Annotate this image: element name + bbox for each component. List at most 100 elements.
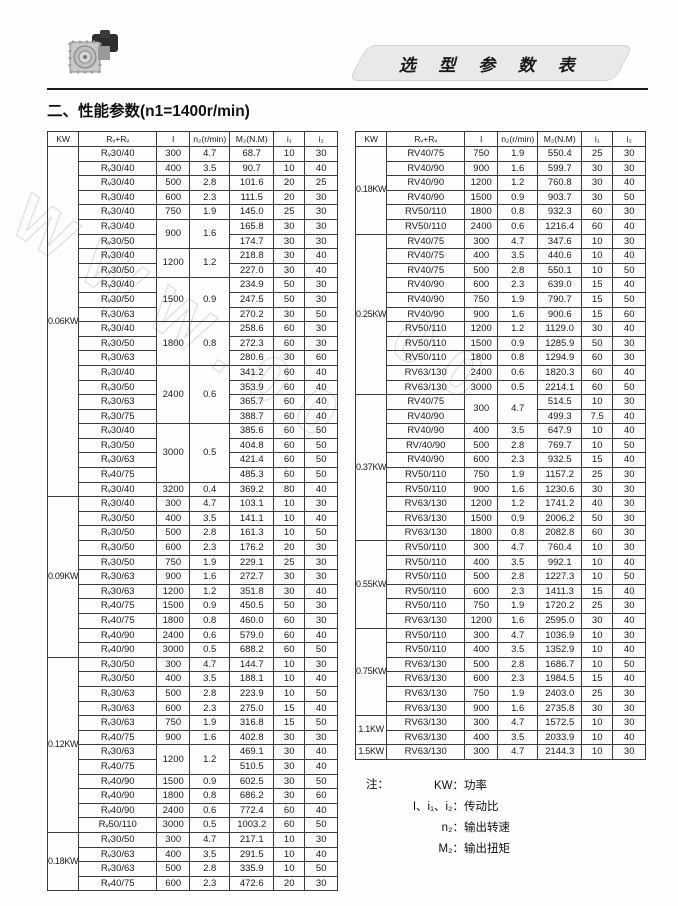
note-term: KW： [433,780,464,792]
model-cell: Rᵥ30/50 [78,525,158,542]
model-cell: RV40/90 [386,189,466,206]
model-cell: RV40/75 [386,146,466,162]
value-cell: 0.8 [189,613,231,629]
value-cell: 1500 [156,773,191,790]
table-row: RV50/110 1500 0.9 1285.9 50 30 [356,335,647,352]
value-cell: 50 [612,437,647,454]
value-cell: 50 [304,452,339,469]
value-cell: 50 [304,773,339,790]
value-cell: 30 [612,715,647,731]
value-cell: 40 [304,262,339,279]
note-item: M₂： 输出扭矩 [396,839,510,860]
value-cell: 4.7 [497,627,539,644]
value-cell: 30 [273,569,306,585]
model-cell: Rᵥ30/40 [78,364,158,381]
note-term: M₂： [438,843,464,855]
value-cell: 500 [156,685,191,702]
table-row: Rᵥ30/40 1800 0.8 258.6 60 30 [48,321,339,366]
value-cell: 600 [156,189,191,206]
value-cell: 4.7 [189,496,231,512]
table-row: Rᵥ40/90 2400 0.6 772.4 60 40 [48,802,339,819]
model-cell: Rᵥ30/50 [78,554,158,571]
model-cell: RV40/75 [386,248,466,264]
value-cell: 2082.8 [537,525,583,542]
model-cell: Rᵥ30/40 [78,189,158,206]
value-cell: 4.7 [189,146,231,162]
value-cell: 50 [304,861,339,877]
header-divider [47,88,648,90]
value-cell: 772.4 [229,802,275,819]
value-cell: 2.3 [497,452,539,469]
model-cell: RV50/110 [386,598,466,614]
value-cell: 1.2 [497,496,539,512]
value-cell: 300 [156,146,191,162]
value-cell: 2400 [464,218,499,235]
value-cell: 30 [273,758,306,775]
table-row: RV40/90 600 2.3 932.5 15 40 [356,452,647,469]
table-row: RV63/130 1200 1.2 1741.2 40 30 [356,496,647,512]
value-cell: 40 [304,394,339,410]
value-cell: 1686.7 [537,656,583,673]
value-cell: 25 [581,598,614,614]
value-cell: 50 [304,715,339,731]
value-cell: 90.7 [229,160,275,177]
model-cell: RV40/90 [386,277,466,293]
value-cell: 10 [581,729,614,746]
model-cell: Rᵥ40/90 [78,788,158,804]
value-cell: 10 [273,510,306,527]
kw-group-label: 0.18KW [354,146,388,235]
value-cell: 50 [273,598,306,614]
value-cell: 30 [304,291,339,308]
value-cell: 30 [612,744,647,760]
table-row: Rᵥ30/40 3200 0.4 369.2 80 40 [48,481,339,498]
value-cell: 3.5 [497,554,539,571]
value-cell: 10 [273,846,306,863]
value-cell: 30 [612,598,647,614]
column-header: I [156,131,191,147]
model-cell: RV40/90 [386,452,466,469]
value-cell: 903.7 [537,189,583,206]
value-cell: 40 [612,408,647,425]
table-row: Rᵥ30/50 750 1.9 229.1 25 30 [48,554,339,571]
value-cell: 10 [273,831,306,848]
value-cell: 300 [464,715,499,731]
model-cell: RV63/130 [386,379,466,396]
table-row: RV63/130 400 3.5 2033.9 10 40 [356,729,647,746]
value-cell: 30 [304,335,339,352]
value-cell: 3.5 [497,248,539,264]
value-cell: 60 [273,802,306,819]
value-cell: 750 [156,715,191,731]
value-cell: 30 [304,204,339,220]
value-cell: 30 [273,350,306,366]
value-cell: 3.5 [497,423,539,439]
value-cell: 161.3 [229,525,275,542]
value-cell: 300 [464,627,499,644]
value-cell: 2.8 [189,175,231,191]
table-row: Rᵥ30/40 400 3.5 90.7 10 40 [48,160,339,177]
value-cell: 3000 [156,642,191,658]
value-cell: 50 [304,423,339,439]
value-cell: 2.3 [189,875,231,892]
kw-group-label: 0.06KW [46,145,80,498]
value-cell: 60 [273,437,306,454]
table-row: Rᵥ30/63 500 2.8 223.9 10 50 [48,685,339,702]
note-term: n₂： [441,822,464,834]
model-cell: Rᵥ30/50 [78,656,158,673]
table-row: Rᵥ30/63 900 1.6 272.7 30 30 [48,569,339,585]
model-cell: Rᵥ30/40 [78,204,158,220]
section-banner-label: 选 型 参 数 表 [398,55,584,75]
value-cell: 400 [464,248,499,264]
value-cell: 2.8 [189,525,231,542]
value-cell: 769.7 [537,437,583,454]
model-cell: Rᵥ30/50 [78,233,158,250]
value-cell: 60 [273,394,306,410]
value-cell: 50 [273,291,306,308]
value-cell: 1216.4 [537,218,583,235]
value-cell: 30 [304,189,339,206]
value-cell: 1820.3 [537,364,583,381]
value-cell: 472.6 [229,875,275,892]
value-cell: 369.2 [229,481,275,498]
column-header: Rᵥ+Rᵥ [386,131,466,147]
table-row: RV50/110 1800 0.8 1294.9 60 30 [356,350,647,366]
value-cell: 30 [304,729,339,746]
